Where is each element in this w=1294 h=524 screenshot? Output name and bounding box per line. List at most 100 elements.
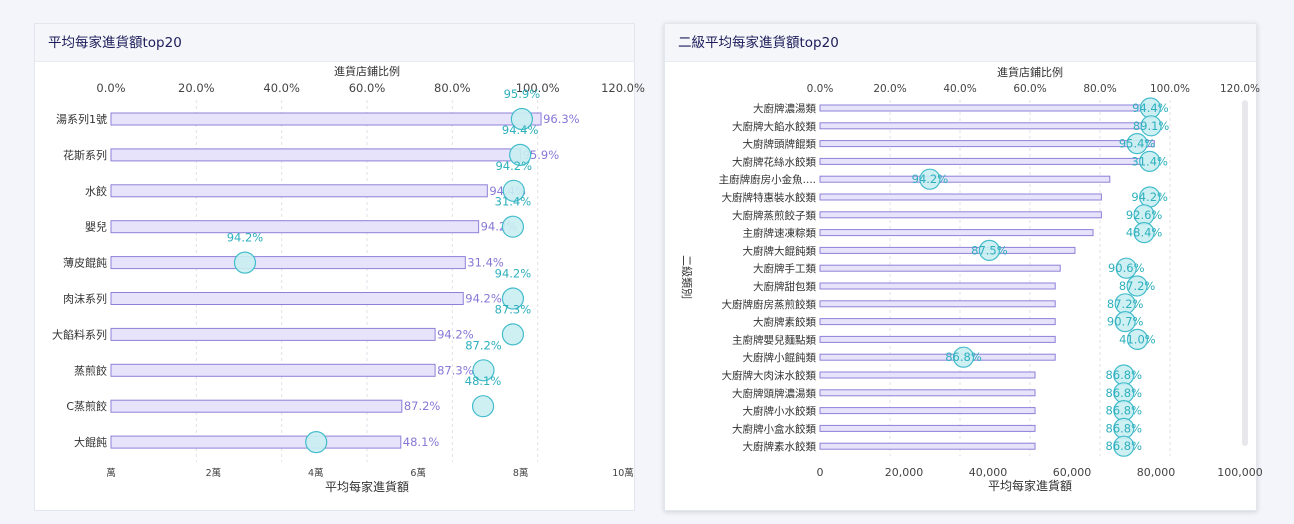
bottom-axis-title: 平均每家進貨額 — [988, 478, 1072, 493]
bar — [819, 211, 1102, 219]
bar — [819, 318, 1056, 326]
scatter-point — [1115, 257, 1137, 279]
scatter-value-label: 86.8% — [1106, 368, 1143, 382]
scatter-point — [919, 168, 941, 190]
scatter-point — [952, 346, 975, 368]
bar — [819, 335, 1056, 343]
scatter-point — [501, 287, 525, 310]
bar — [819, 442, 1036, 450]
scatter-point — [1140, 115, 1162, 137]
scatter-point — [471, 395, 495, 418]
scatter-point — [502, 179, 525, 202]
category-label: 大廚牌手工類 — [753, 262, 816, 275]
bar-value-label: 94.2% — [437, 327, 474, 341]
bar — [819, 424, 1036, 432]
y-axis-title: 二級類別 — [680, 255, 693, 299]
top-axis-tick-label: 0.0% — [96, 81, 125, 95]
bar — [819, 193, 1102, 201]
bar-value-label: 94.2% — [465, 292, 502, 306]
bottom-axis-tick-label: 4萬 — [308, 467, 324, 479]
scatter-point — [1113, 435, 1135, 457]
bar — [819, 140, 1155, 148]
top-axis-tick-label: 40.0% — [263, 81, 300, 95]
chart-panel-right: 二級平均每家進貨額top20 進貨店鋪比例 0.0% 20.0% 40.0% 60.0%… — [664, 23, 1263, 511]
scatter-value-label: 95.4% — [1119, 137, 1156, 151]
bar — [819, 229, 1094, 237]
scatter-value-label: 90.6% — [1108, 261, 1145, 275]
chart-right-plot: 進貨店鋪比例 0.0% 20.0% 40.0% 60.0% 80.0% 100.0% 120.… — [680, 65, 1263, 493]
scatter-value-label: 92.6% — [1126, 208, 1163, 222]
scatter-point — [1114, 311, 1136, 333]
bar — [819, 407, 1036, 415]
category-label: 大廚牌頭牌餛類 — [743, 138, 817, 151]
bar — [110, 220, 480, 234]
scatter-value-label: 94.2% — [912, 172, 949, 186]
bottom-axis-tick-label: 2萬 — [206, 467, 222, 479]
category-label: C蒸煎餃 — [66, 399, 107, 413]
bar-value-label: 96.3% — [543, 112, 580, 126]
scatter-value-label: 94.4% — [502, 123, 539, 137]
scatter-value-label: 87.5% — [971, 243, 1008, 257]
category-label: 大餡料系列 — [52, 327, 107, 341]
bottom-axis-tick-label: 100,000 — [1217, 466, 1263, 479]
scatter-value-label: 95.9% — [504, 87, 541, 101]
category-label: 大廚牌小餛飩類 — [743, 351, 817, 364]
scatter-point — [1133, 222, 1155, 244]
scatter-value-label: 48.4% — [1126, 226, 1163, 240]
scatter-value-label: 94.2% — [495, 267, 532, 281]
category-label: 主廚牌廚房小金魚.... — [719, 173, 816, 186]
category-label: 大廚牌大肉沫水餃類 — [722, 369, 817, 382]
top-axis-tick-label: 0.0% — [807, 83, 834, 95]
scatter-value-label: 90.7% — [1107, 315, 1144, 329]
top-axis-tick-label: 80.0% — [1083, 83, 1116, 95]
bar — [110, 112, 542, 126]
bar — [110, 148, 522, 162]
top-axis-tick-label: 100.0% — [1150, 83, 1190, 95]
scatter-value-label: 41.0% — [1119, 332, 1156, 346]
top-axis-tick-label: 60.0% — [349, 81, 386, 95]
bottom-axis-title: 平均每家進貨額 — [325, 479, 409, 494]
scatter-point — [501, 215, 525, 238]
bottom-axis-tick-label: 10萬 — [612, 467, 634, 479]
category-label: 肉沫系列 — [63, 292, 107, 306]
bottom-axis-tick-label: 6萬 — [410, 467, 426, 479]
bar-value-label: 87.2% — [404, 399, 441, 413]
bar — [819, 300, 1056, 308]
bottom-axis-tick-label: 80,000 — [1137, 466, 1176, 479]
top-axis-title: 進貨店鋪比例 — [334, 64, 400, 78]
bar — [110, 399, 403, 413]
bar — [110, 327, 436, 341]
top-axis-tick-label: 100.0% — [516, 81, 560, 95]
scatter-point — [1126, 328, 1149, 350]
bar-value-label: 95.9% — [523, 148, 560, 162]
category-label: 大廚牌大餛飩類 — [743, 244, 817, 257]
bar — [110, 184, 488, 198]
top-axis-title: 進貨店鋪比例 — [997, 65, 1063, 79]
category-label: 大廚牌素水餃類 — [743, 440, 817, 453]
top-axis-tick-label: 120.0% — [1220, 83, 1260, 95]
category-label: 嬰兒 — [85, 221, 107, 234]
scatter-point — [305, 431, 328, 454]
category-label: 大廚牌濃湯類 — [753, 102, 816, 115]
category-label: 大廚牌特惠裝水餃類 — [722, 191, 817, 204]
bar — [819, 371, 1036, 379]
bar — [819, 389, 1036, 397]
scatter-point — [1126, 275, 1148, 297]
category-label: 薄皮餛飩 — [63, 256, 107, 270]
bar — [819, 246, 1076, 254]
scatter-value-label: 48.1% — [465, 374, 502, 388]
scatter-point — [472, 359, 495, 382]
bar — [110, 435, 402, 449]
category-label: 大廚牌蒸煎餃子類 — [732, 209, 816, 222]
category-label: 大廚牌小盒水餃類 — [732, 422, 816, 435]
scatter-value-label: 86.8% — [1106, 386, 1143, 400]
scatter-value-label: 86.8% — [1106, 404, 1143, 418]
scatter-point — [978, 239, 1000, 261]
top-axis-tick-label: 80.0% — [434, 81, 471, 95]
top-axis-tick-label: 120.0% — [601, 81, 645, 95]
category-label: 湯系列1號 — [56, 112, 107, 126]
bottom-axis-tick-label: 60,000 — [1053, 466, 1092, 479]
bar — [819, 122, 1155, 130]
scatter-value-label: 94.2% — [227, 231, 264, 245]
bar — [819, 104, 1160, 112]
